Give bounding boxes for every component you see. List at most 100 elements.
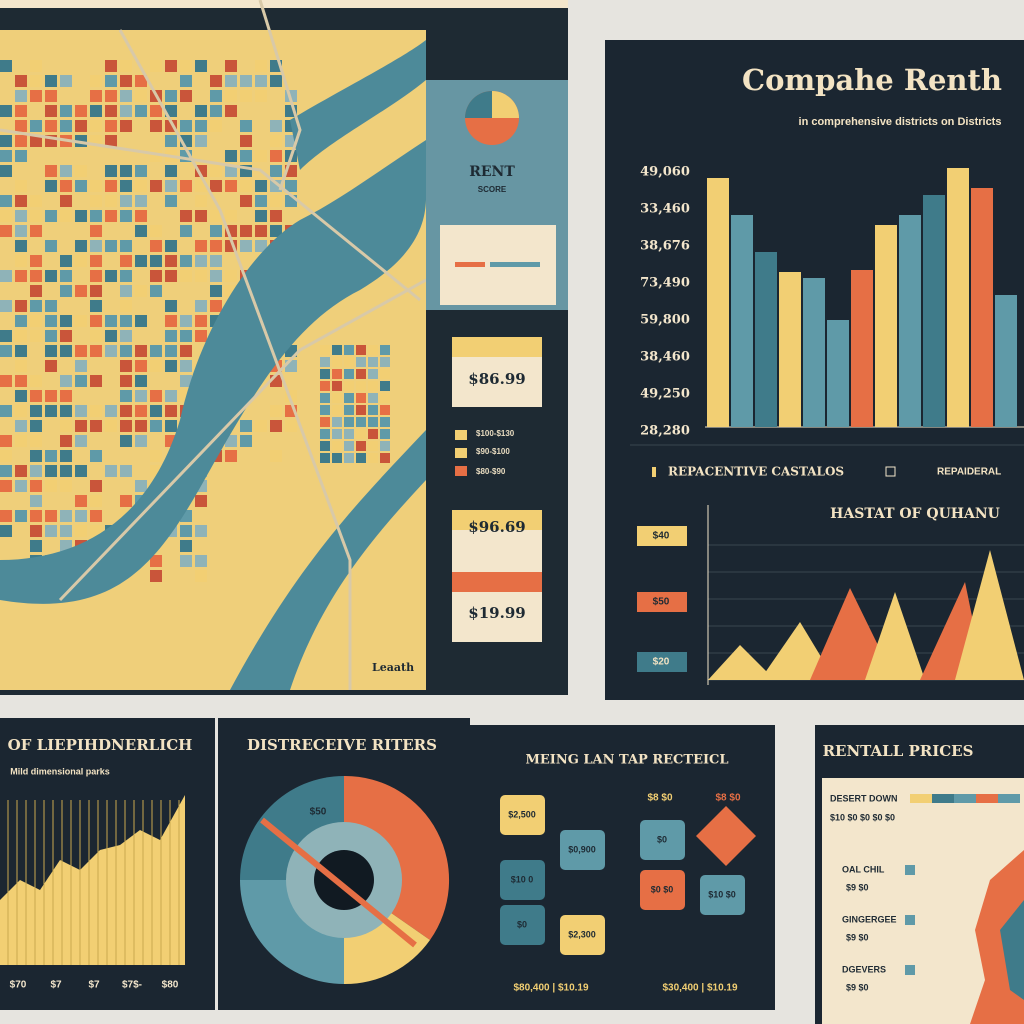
map-block bbox=[120, 255, 132, 267]
map-block bbox=[0, 300, 12, 312]
map-block bbox=[195, 210, 207, 222]
map-block bbox=[165, 570, 177, 582]
river bbox=[290, 40, 426, 170]
map-block bbox=[105, 495, 117, 507]
map-block bbox=[75, 90, 87, 102]
map-block bbox=[120, 405, 132, 417]
map-block bbox=[165, 315, 177, 327]
map-block bbox=[195, 540, 207, 552]
map-block bbox=[150, 165, 162, 177]
map-block bbox=[332, 381, 342, 391]
map-block bbox=[90, 285, 102, 297]
map-block bbox=[0, 255, 12, 267]
map-block bbox=[0, 210, 12, 222]
map-block bbox=[0, 405, 12, 417]
map-block bbox=[75, 510, 87, 522]
map-block bbox=[30, 210, 42, 222]
map-block bbox=[270, 120, 282, 132]
card bbox=[640, 820, 685, 860]
map-block bbox=[120, 300, 132, 312]
map-block bbox=[255, 135, 267, 147]
map-block bbox=[120, 150, 132, 162]
map-block bbox=[75, 270, 87, 282]
map-block bbox=[285, 450, 297, 462]
trend-area bbox=[0, 795, 185, 965]
map-block bbox=[120, 465, 132, 477]
map-block bbox=[30, 120, 42, 132]
legend-swatch bbox=[455, 430, 467, 440]
map-block bbox=[75, 150, 87, 162]
map-block bbox=[344, 345, 354, 355]
map-block bbox=[165, 240, 177, 252]
map-block bbox=[0, 495, 12, 507]
map-block bbox=[90, 270, 102, 282]
map-block bbox=[165, 405, 177, 417]
map-block bbox=[60, 465, 72, 477]
map-block bbox=[15, 225, 27, 237]
map-block bbox=[195, 495, 207, 507]
y-label: 28,280 bbox=[640, 424, 690, 439]
map-block bbox=[30, 75, 42, 87]
bar bbox=[875, 225, 897, 427]
map-block bbox=[320, 441, 330, 451]
map-block bbox=[270, 105, 282, 117]
map-block bbox=[255, 75, 267, 87]
map-block bbox=[180, 540, 192, 552]
map-block bbox=[180, 180, 192, 192]
map-block bbox=[255, 435, 267, 447]
map-block bbox=[270, 405, 282, 417]
map-block bbox=[150, 345, 162, 357]
map-block bbox=[105, 420, 117, 432]
map-block bbox=[45, 435, 57, 447]
map-block bbox=[165, 165, 177, 177]
map-block bbox=[180, 90, 192, 102]
map-block bbox=[75, 450, 87, 462]
rental-row-swatch bbox=[905, 865, 915, 875]
map-block bbox=[255, 240, 267, 252]
map-block bbox=[225, 75, 237, 87]
map-block bbox=[135, 255, 147, 267]
map-block bbox=[180, 225, 192, 237]
map-block bbox=[30, 135, 42, 147]
map-block bbox=[135, 210, 147, 222]
map-block bbox=[180, 525, 192, 537]
sidebar-card-bar bbox=[455, 262, 485, 267]
map-block bbox=[30, 480, 42, 492]
map-block bbox=[120, 360, 132, 372]
map-block bbox=[135, 165, 147, 177]
map-block bbox=[105, 210, 117, 222]
rental-row: OAL CHIL bbox=[842, 864, 885, 874]
map-block bbox=[45, 210, 57, 222]
map-block bbox=[105, 75, 117, 87]
map-block bbox=[60, 75, 72, 87]
rental-swatch bbox=[976, 794, 998, 803]
map-block bbox=[332, 429, 342, 439]
map-block bbox=[356, 357, 366, 367]
map-block bbox=[90, 75, 102, 87]
map-block bbox=[45, 525, 57, 537]
map-block bbox=[165, 540, 177, 552]
map-block bbox=[255, 210, 267, 222]
map-block bbox=[150, 255, 162, 267]
map-block bbox=[45, 450, 57, 462]
map-block bbox=[0, 345, 12, 357]
histogram-label: $20 bbox=[653, 657, 670, 668]
map-block bbox=[210, 255, 222, 267]
map-block bbox=[120, 90, 132, 102]
map-block bbox=[0, 435, 12, 447]
map-block bbox=[30, 345, 42, 357]
map-block bbox=[30, 435, 42, 447]
map-block bbox=[120, 495, 132, 507]
x-label: $7 bbox=[88, 980, 100, 991]
map-block bbox=[0, 195, 12, 207]
card bbox=[500, 905, 545, 945]
map-block bbox=[195, 120, 207, 132]
map-block bbox=[210, 75, 222, 87]
map-block bbox=[60, 495, 72, 507]
map-block bbox=[30, 360, 42, 372]
map-block bbox=[285, 75, 297, 87]
map-block bbox=[90, 330, 102, 342]
map-block bbox=[15, 480, 27, 492]
histo-label-bg bbox=[637, 592, 687, 612]
